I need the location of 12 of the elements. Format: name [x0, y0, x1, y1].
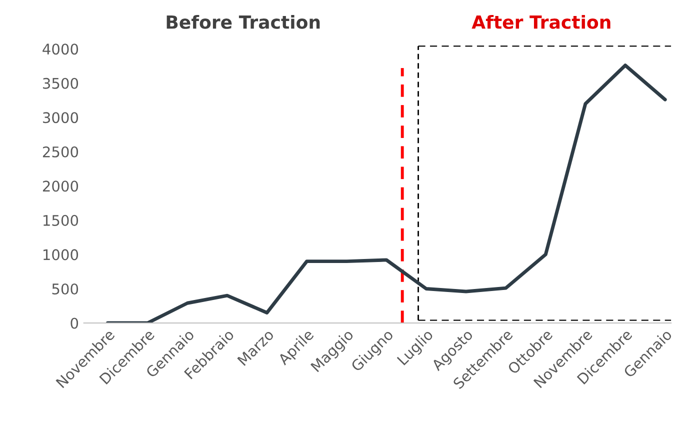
y-tick-label: 500	[52, 283, 78, 294]
y-tick-label: 1000	[44, 249, 78, 260]
y-tick-label: 2000	[42, 180, 78, 192]
y-tick-label: 4000	[42, 44, 78, 55]
y-tick-label: 1500	[44, 214, 78, 226]
text: Before Traction	[166, 14, 320, 29]
y-tick-label: 3000	[43, 112, 78, 124]
y-tick-label: 0	[70, 318, 78, 329]
text: After Traction	[472, 14, 610, 29]
line-series	[106, 64, 667, 323]
y-tick-label: 3500	[43, 78, 78, 89]
y-tick-label: 2500	[42, 146, 78, 158]
